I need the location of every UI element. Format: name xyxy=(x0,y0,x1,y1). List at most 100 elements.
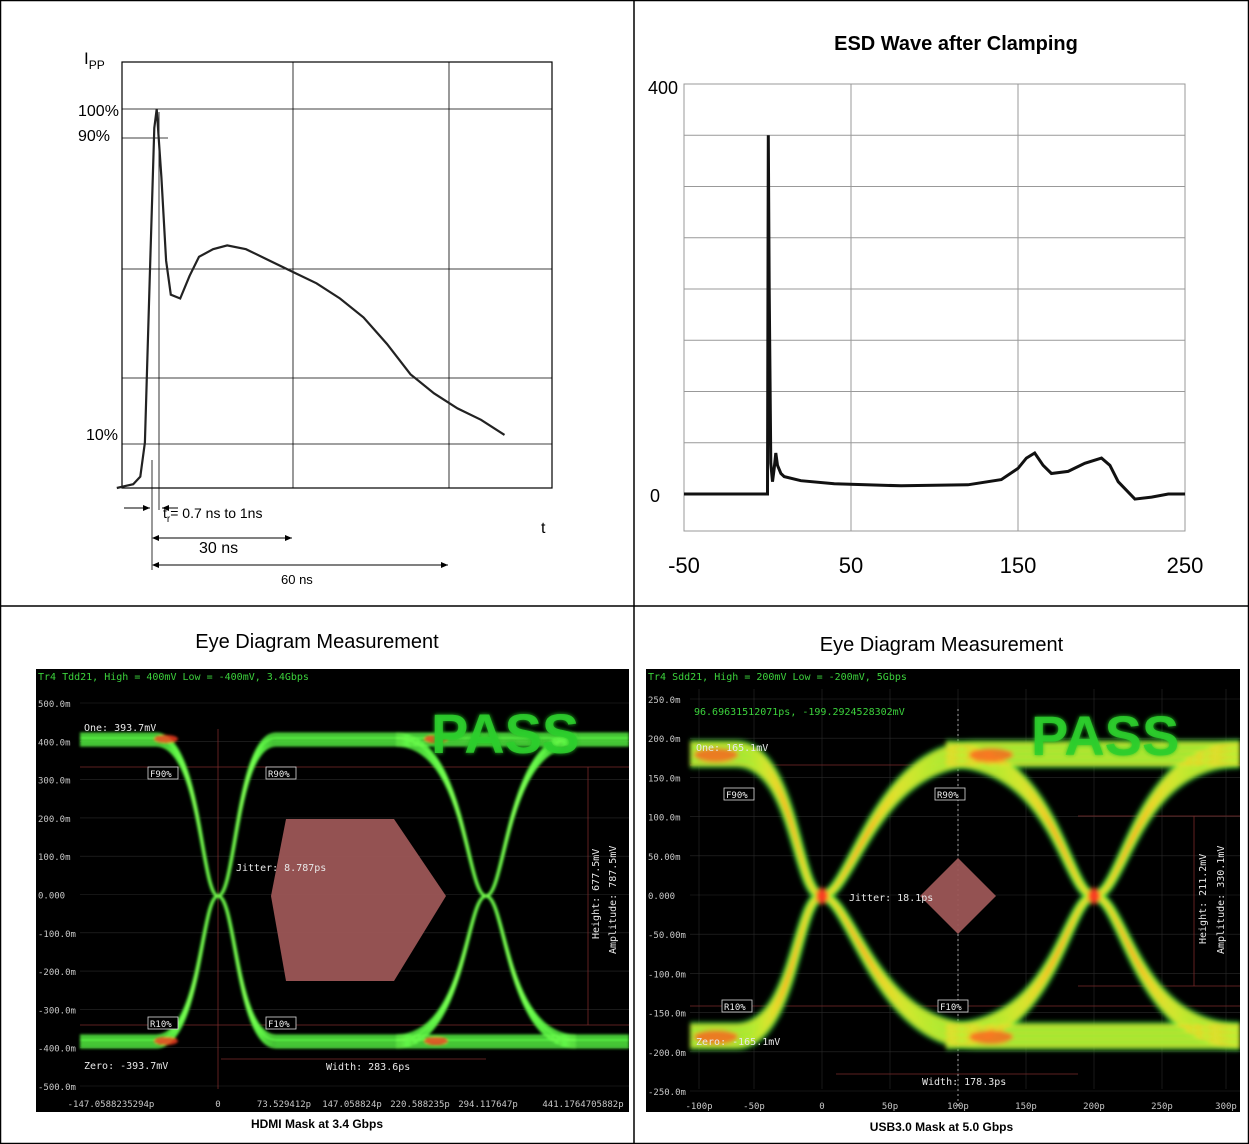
eye-diagram-heading-usb: Eye Diagram Measurement xyxy=(819,634,1064,656)
density-hotspot xyxy=(154,735,178,743)
x-tick-label: 300p xyxy=(1215,1102,1237,1112)
height-label: Height: 677.5mV xyxy=(591,849,602,939)
usb-mask-diamond xyxy=(920,858,996,934)
x-tick-label: 150p xyxy=(1015,1102,1037,1112)
x-tick-label: 250 xyxy=(1167,553,1204,578)
x-tick-label: 147.058824p xyxy=(322,1100,382,1110)
esd-clamp-wave-chart: ESD Wave after Clamping 400 0 -50 50 150… xyxy=(648,33,1204,578)
x-tick-label: 50 xyxy=(839,553,863,578)
y-tick-label: -500.0m xyxy=(38,1083,76,1093)
x-tick-label: 50p xyxy=(882,1102,898,1112)
y-tick-label: 200.0m xyxy=(648,735,681,745)
y-tick-label: -100.0m xyxy=(648,970,686,980)
zero-level-label: Zero: -165.1mV xyxy=(696,1037,780,1048)
svg-text:F90%: F90% xyxy=(726,791,748,801)
hdmi-eye-diagram: PASS PASS Tr4 Tdd21, High = 400mV Low = … xyxy=(36,669,629,1112)
y-tick-label: 300.0m xyxy=(38,777,71,787)
one-level-label: One: 165.1mV xyxy=(696,743,768,754)
y-tick-label: 0.000 xyxy=(648,892,675,902)
density-hotspot xyxy=(969,748,1013,762)
plot-area xyxy=(683,83,1186,532)
y-tick-label: -150.0m xyxy=(648,1010,686,1020)
x-tick-label: 250p xyxy=(1151,1102,1173,1112)
zero-level-label: Zero: -393.7mV xyxy=(84,1061,168,1072)
jitter-label: Jitter: 8.787ps xyxy=(236,863,326,874)
f10-marker: F10% xyxy=(265,1016,297,1030)
r10-marker: R10% xyxy=(721,999,753,1013)
density-hotspot xyxy=(694,1030,738,1044)
svg-text:R10%: R10% xyxy=(724,1003,746,1013)
r90-marker: R90% xyxy=(934,787,966,801)
y-tick-label: -100.0m xyxy=(38,930,76,940)
x-tick-label: 0 xyxy=(215,1100,220,1110)
x-tick-label: 200p xyxy=(1083,1102,1105,1112)
x-tick-label: -50p xyxy=(743,1102,765,1112)
amplitude-label: Amplitude: 787.5mV xyxy=(608,846,619,954)
span-30ns-label: 30 ns xyxy=(199,540,238,557)
crossing-hotspot xyxy=(1088,888,1100,904)
height-label: Height: 211.2mV xyxy=(1198,854,1209,944)
x-tick-label: -147.0588235294p xyxy=(68,1100,155,1110)
svg-text:R90%: R90% xyxy=(937,791,959,801)
hdmi-caption: HDMI Mask at 3.4 Gbps xyxy=(250,1117,384,1131)
rise-time-label: tr= 0.7 ns to 1ns xyxy=(163,505,262,525)
svg-text:R90%: R90% xyxy=(268,770,290,780)
svg-text:F10%: F10% xyxy=(940,1003,962,1013)
y-tick-label: 50.00m xyxy=(648,853,681,863)
x-tick-label: 100p xyxy=(947,1102,969,1112)
cursor-readout: 96.69631512071ps, -199.2924528302mV xyxy=(694,707,905,718)
x-tick-label: 73.529412p xyxy=(257,1100,311,1110)
y-tick-label: 0.000 xyxy=(38,892,65,902)
y-tick-label: 400.0m xyxy=(38,738,71,748)
r10-marker: R10% xyxy=(147,1016,179,1030)
hdmi-mask-hexagon xyxy=(271,819,446,981)
f10-marker: F10% xyxy=(937,999,969,1013)
pass-indicator: PASS xyxy=(1031,704,1179,767)
x-tick-label: 441.1764705882p xyxy=(542,1100,623,1110)
x-tick-label: 150 xyxy=(1000,553,1037,578)
f90-marker: F90% xyxy=(723,787,755,801)
y-tick-label: -400.0m xyxy=(38,1045,76,1055)
density-hotspot xyxy=(154,1037,178,1045)
y-tick-label: 100.0m xyxy=(648,814,681,824)
amplitude-label: Amplitude: 330.1mV xyxy=(1216,846,1227,954)
eye-trace xyxy=(395,744,577,1048)
chart-title: ESD Wave after Clamping xyxy=(834,33,1078,55)
span-60ns-label: 60 ns xyxy=(281,572,313,587)
current-waveform-line xyxy=(116,108,506,490)
x-axis-label: t xyxy=(541,520,546,537)
pass-indicator: PASS xyxy=(431,702,579,765)
y-tick-label: -250.0m xyxy=(648,1088,686,1098)
x-tick-label: -100p xyxy=(685,1102,712,1112)
y-axis-label: IPP xyxy=(84,49,105,72)
width-label: Width: 283.6ps xyxy=(326,1062,410,1073)
y-tick-400: 400 xyxy=(648,78,678,98)
usb3-eye-diagram: PASS PASS Tr4 Sdd21, High = 200mV Low = … xyxy=(646,669,1240,1112)
crossing-hotspot xyxy=(816,888,828,904)
y-tick-0: 0 xyxy=(650,486,660,506)
width-label: Width: 178.3ps xyxy=(922,1077,1006,1088)
y-tick-label: -200.0m xyxy=(648,1049,686,1059)
clamped-wave-line xyxy=(684,135,1185,501)
svg-text:R10%: R10% xyxy=(150,1020,172,1030)
y-tick-label: -300.0m xyxy=(38,1006,76,1016)
x-tick-label: -50 xyxy=(668,553,700,578)
y-tick-label: 200.0m xyxy=(38,815,71,825)
y-tick-label: 500.0m xyxy=(38,700,71,710)
density-hotspot xyxy=(424,735,448,743)
y-label-10: 10% xyxy=(86,427,118,444)
esd-current-waveform-chart: IPP 100% 90% 10% t tr= 0.7 ns to 1ns 30 … xyxy=(78,49,553,587)
x-tick-label: 294.117647p xyxy=(458,1100,518,1110)
y-label-90: 90% xyxy=(78,128,110,145)
svg-text:F10%: F10% xyxy=(268,1020,290,1030)
eye-diagram-heading-hdmi: Eye Diagram Measurement xyxy=(195,631,439,653)
scope-header: Tr4 Sdd21, High = 200mV Low = -200mV, 5G… xyxy=(648,672,907,683)
y-tick-label: 100.0m xyxy=(38,853,71,863)
jitter-label: Jitter: 18.1ps xyxy=(849,893,933,904)
one-level-label: One: 393.7mV xyxy=(84,723,156,734)
plot-area xyxy=(121,61,553,489)
density-hotspot xyxy=(969,1030,1013,1044)
y-tick-label: 150.0m xyxy=(648,774,681,784)
svg-text:F90%: F90% xyxy=(150,770,172,780)
pass-indicator-text: PASS xyxy=(431,702,579,765)
